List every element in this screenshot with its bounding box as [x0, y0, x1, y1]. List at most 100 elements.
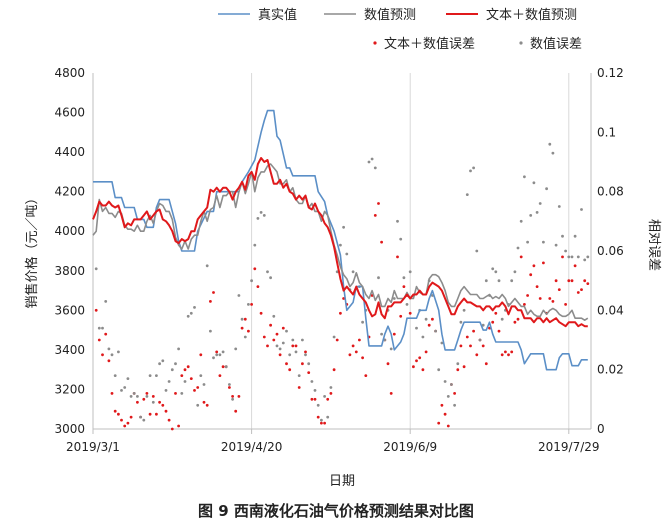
- data-point: [481, 323, 485, 327]
- data-point: [117, 350, 120, 354]
- legend-label: 文本＋数值误差: [384, 36, 475, 52]
- data-point: [478, 338, 482, 342]
- data-point: [94, 308, 98, 312]
- data-point: [129, 415, 133, 419]
- data-point: [151, 400, 155, 404]
- data-point: [151, 395, 155, 398]
- data-point: [199, 374, 203, 377]
- data-point: [519, 219, 523, 223]
- x-tick-label: 2019/4/20: [221, 440, 283, 454]
- data-point: [215, 353, 219, 357]
- data-point: [532, 264, 536, 268]
- data-point: [218, 374, 222, 377]
- y-tick-label: 3000: [54, 422, 85, 436]
- data-point: [262, 335, 266, 339]
- data-point: [408, 270, 412, 274]
- data-point: [580, 208, 583, 211]
- data-point: [481, 344, 485, 348]
- data-point: [94, 267, 98, 271]
- data-point: [170, 427, 174, 431]
- data-point: [377, 276, 380, 280]
- data-point: [294, 344, 298, 348]
- data-point: [313, 389, 317, 392]
- data-point: [250, 303, 254, 306]
- data-point: [281, 341, 285, 345]
- data-point: [548, 142, 552, 146]
- data-point: [538, 297, 542, 300]
- data-point: [576, 255, 580, 259]
- data-point: [358, 338, 361, 342]
- data-point: [243, 317, 247, 321]
- data-point: [237, 395, 241, 398]
- data-point: [234, 409, 238, 413]
- data-point: [101, 353, 104, 357]
- data-point: [281, 326, 285, 330]
- data-point: [386, 362, 390, 366]
- data-point: [310, 397, 314, 401]
- data-point: [469, 344, 472, 348]
- data-point: [472, 166, 475, 170]
- data-point: [180, 392, 184, 395]
- data-point: [218, 353, 222, 357]
- legend-item: 真实值: [218, 7, 297, 23]
- x-axis-ticks: 2019/3/1 2019/4/20 2019/6/9 2019/7/29: [66, 429, 600, 454]
- data-point: [183, 380, 187, 383]
- data-point: [526, 294, 529, 297]
- data-point: [339, 243, 342, 247]
- data-point: [513, 270, 517, 274]
- data-point: [443, 412, 447, 416]
- data-point: [583, 279, 587, 283]
- data-point: [421, 368, 425, 372]
- data-point: [446, 424, 450, 428]
- data-point: [504, 350, 507, 354]
- data-point: [418, 356, 422, 360]
- data-point: [510, 350, 514, 354]
- data-point: [205, 264, 209, 268]
- series-layer: [92, 109, 590, 431]
- data-point: [326, 415, 330, 419]
- data-point: [120, 418, 123, 422]
- data-point: [345, 252, 349, 256]
- data-point: [437, 421, 441, 425]
- data-point: [427, 323, 431, 327]
- data-point: [183, 368, 187, 372]
- y-axis-title: 销售价格（元／吨）: [24, 191, 40, 308]
- data-point: [354, 350, 358, 354]
- data-point: [500, 353, 504, 357]
- data-point: [155, 412, 158, 416]
- data-point: [126, 421, 130, 425]
- data-point: [380, 332, 383, 336]
- series-line-真实值: [93, 109, 588, 371]
- data-point: [412, 365, 415, 369]
- data-point: [186, 365, 190, 369]
- legend-item: 数值误差: [519, 36, 582, 52]
- data-point: [370, 157, 374, 161]
- data-point: [107, 359, 111, 363]
- data-point: [459, 344, 463, 348]
- data-point: [523, 303, 526, 306]
- data-point: [459, 320, 463, 324]
- y2-tick-label: 0.12: [597, 66, 624, 80]
- data-point: [446, 395, 450, 398]
- data-point: [228, 383, 231, 386]
- data-point: [453, 392, 456, 395]
- data-point: [193, 306, 196, 309]
- data-point: [361, 320, 364, 324]
- data-point: [132, 392, 136, 395]
- data-point: [462, 308, 466, 312]
- data-point: [158, 362, 162, 366]
- data-point: [450, 383, 453, 386]
- data-point: [586, 282, 590, 285]
- data-point: [561, 234, 564, 238]
- data-point: [285, 362, 288, 366]
- data-point: [491, 320, 495, 324]
- data-point: [209, 329, 212, 333]
- data-point: [313, 397, 317, 401]
- data-point: [297, 374, 301, 377]
- data-point: [266, 344, 269, 348]
- data-point: [291, 344, 295, 348]
- data-point: [494, 311, 498, 315]
- data-point: [212, 356, 215, 360]
- data-point: [361, 356, 364, 360]
